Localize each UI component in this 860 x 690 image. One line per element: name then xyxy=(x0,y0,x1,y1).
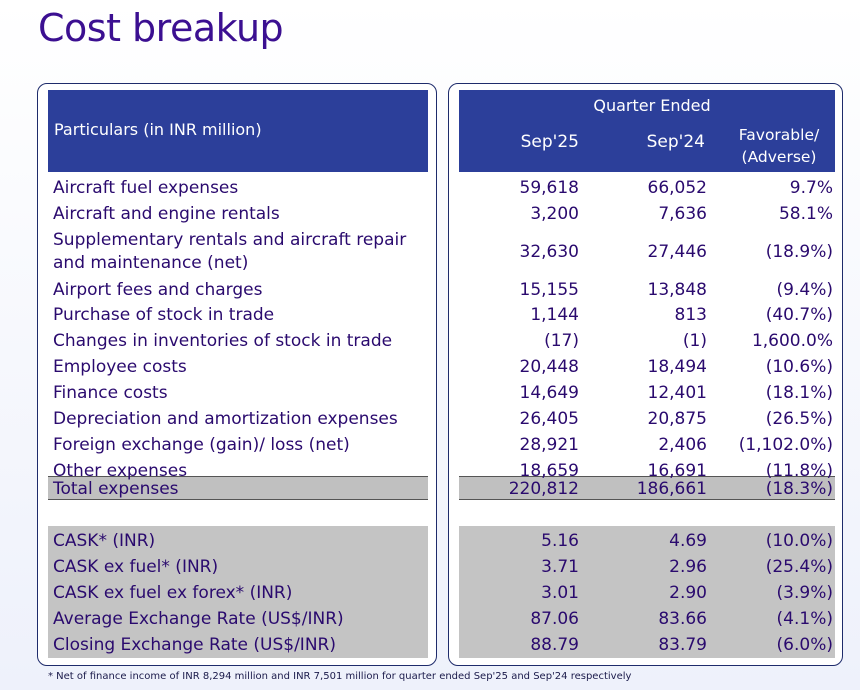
value-change: (10.6%) xyxy=(765,357,833,377)
kpi-sep24: 2.90 xyxy=(669,583,707,603)
value-change: 58.1% xyxy=(778,204,833,224)
total-change: (18.3%) xyxy=(765,479,833,499)
values-panel: Quarter Ended Sep'25 Sep'24 Favorable/ (… xyxy=(448,83,843,666)
kpi-label: Closing Exchange Rate (US$/INR) xyxy=(53,635,336,655)
row-label: Changes in inventories of stock in trade xyxy=(53,331,393,351)
value-sep25: 1,144 xyxy=(530,305,579,325)
total-label: Total expenses xyxy=(53,479,179,499)
total-sep25: 220,812 xyxy=(508,479,579,499)
value-sep25: 26,405 xyxy=(519,409,579,429)
value-sep24: 13,848 xyxy=(647,280,707,300)
value-sep24: 27,446 xyxy=(647,242,707,262)
value-sep25: 15,155 xyxy=(519,280,579,300)
value-change: 1,600.0% xyxy=(751,331,833,351)
value-sep25: 18,659 xyxy=(519,461,579,481)
value-sep25: 20,448 xyxy=(519,357,579,377)
value-change: (18.1%) xyxy=(765,383,833,403)
value-sep25: 32,630 xyxy=(519,242,579,262)
total-row-background xyxy=(459,476,835,500)
value-change: (26.5%) xyxy=(765,409,833,429)
kpi-label: CASK ex fuel ex forex* (INR) xyxy=(53,583,293,603)
col-change-header-line2: (Adverse) xyxy=(741,148,817,166)
kpi-sep25: 3.01 xyxy=(541,583,579,603)
row-label: Airport fees and charges xyxy=(53,280,263,300)
values-header: Quarter Ended Sep'25 Sep'24 Favorable/ (… xyxy=(459,90,835,172)
row-label: Foreign exchange (gain)/ loss (net) xyxy=(53,435,350,455)
value-sep24: 7,636 xyxy=(658,204,707,224)
kpi-background xyxy=(459,526,835,658)
kpi-background xyxy=(48,526,428,658)
value-sep24: 66,052 xyxy=(647,178,707,198)
kpi-sep24: 83.66 xyxy=(658,609,707,629)
row-label: Supplementary rentals and aircraft repai… xyxy=(53,230,407,250)
kpi-label: CASK* (INR) xyxy=(53,531,156,551)
kpi-change: (10.0%) xyxy=(765,531,833,551)
col-change-header-line1: Favorable/ xyxy=(738,126,820,144)
col-sep24-header: Sep'24 xyxy=(646,132,705,152)
col-sep25-header: Sep'25 xyxy=(520,132,579,152)
particulars-header: Particulars (in INR million) xyxy=(48,90,428,172)
row-label: Aircraft and engine rentals xyxy=(53,204,280,224)
kpi-label: CASK ex fuel* (INR) xyxy=(53,557,219,577)
total-sep24: 186,661 xyxy=(636,479,707,499)
kpi-change: (6.0%) xyxy=(776,635,833,655)
kpi-sep25: 5.16 xyxy=(541,531,579,551)
kpi-sep24: 83.79 xyxy=(658,635,707,655)
value-sep24: 16,691 xyxy=(647,461,707,481)
value-sep25: 28,921 xyxy=(519,435,579,455)
row-label: Purchase of stock in trade xyxy=(53,305,275,325)
row-label-cont: and maintenance (net) xyxy=(53,253,249,273)
row-label: Finance costs xyxy=(53,383,168,403)
kpi-sep24: 2.96 xyxy=(669,557,707,577)
kpi-sep25: 3.71 xyxy=(541,557,579,577)
total-row-background xyxy=(48,476,428,500)
row-label: Depreciation and amortization expenses xyxy=(53,409,398,429)
particulars-panel: Particulars (in INR million) Aircraft fu… xyxy=(37,83,437,666)
col-change-header: Favorable/ (Adverse) xyxy=(705,124,833,168)
value-change: (18.9%) xyxy=(765,242,833,262)
value-sep25: (17) xyxy=(544,331,579,351)
kpi-label: Average Exchange Rate (US$/INR) xyxy=(53,609,344,629)
value-sep24: 813 xyxy=(674,305,707,325)
row-label: Aircraft fuel expenses xyxy=(53,178,239,198)
value-change: (40.7%) xyxy=(765,305,833,325)
value-sep24: 20,875 xyxy=(647,409,707,429)
value-sep24: 2,406 xyxy=(658,435,707,455)
value-sep24: (1) xyxy=(682,331,707,351)
footnote: * Net of finance income of INR 8,294 mil… xyxy=(48,671,632,682)
value-sep25: 3,200 xyxy=(530,204,579,224)
quarter-ended-label: Quarter Ended xyxy=(593,96,711,115)
value-change: (1,102.0%) xyxy=(738,435,833,455)
value-sep25: 14,649 xyxy=(519,383,579,403)
kpi-sep25: 87.06 xyxy=(530,609,579,629)
kpi-sep24: 4.69 xyxy=(669,531,707,551)
page-title: Cost breakup xyxy=(38,6,284,50)
row-label: Other expenses xyxy=(53,461,188,481)
value-change: (11.8%) xyxy=(765,461,833,481)
value-sep25: 59,618 xyxy=(519,178,579,198)
kpi-change: (4.1%) xyxy=(776,609,833,629)
kpi-sep25: 88.79 xyxy=(530,635,579,655)
kpi-change: (25.4%) xyxy=(765,557,833,577)
kpi-change: (3.9%) xyxy=(776,583,833,603)
particulars-header-label: Particulars (in INR million) xyxy=(54,120,262,139)
value-change: 9.7% xyxy=(789,178,833,198)
value-change: (9.4%) xyxy=(776,280,833,300)
value-sep24: 12,401 xyxy=(647,383,707,403)
row-label: Employee costs xyxy=(53,357,187,377)
value-sep24: 18,494 xyxy=(647,357,707,377)
